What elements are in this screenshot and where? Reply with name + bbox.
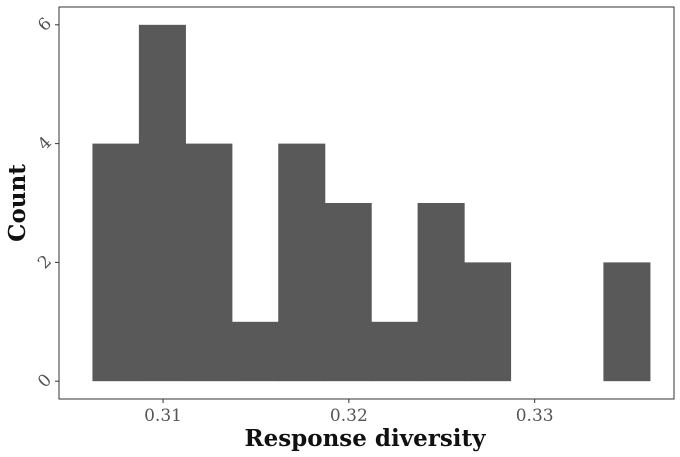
bars-group <box>92 24 651 382</box>
x-tick-label: 0.33 <box>516 406 554 426</box>
histogram-bar-8 <box>464 262 512 382</box>
y-axis: 0 2 4 6 <box>34 14 59 392</box>
y-tick-label: 2 <box>34 251 56 273</box>
x-tick-label: 0.31 <box>144 406 182 426</box>
x-tick-label: 0.32 <box>330 406 368 426</box>
plot-panel-border <box>58 6 675 400</box>
histogram-bar-7 <box>417 203 465 382</box>
histogram-bar-5 <box>324 203 372 382</box>
y-tick-label: 6 <box>34 14 56 36</box>
x-axis-title: Response diversity <box>244 425 486 452</box>
histogram-bar-6 <box>371 321 419 382</box>
histogram-bar-1 <box>138 24 186 382</box>
histogram-bar-0 <box>92 143 140 382</box>
y-axis-title: Count <box>4 164 31 242</box>
y-tick-label: 0 <box>34 370 56 392</box>
histogram-bar-11 <box>603 262 651 382</box>
histogram-bar-4 <box>278 143 326 382</box>
y-tick-label: 4 <box>34 133 56 155</box>
histogram-bar-2 <box>185 143 233 382</box>
histogram-bar-3 <box>231 321 279 382</box>
x-axis: 0.31 0.32 0.33 <box>144 399 554 426</box>
